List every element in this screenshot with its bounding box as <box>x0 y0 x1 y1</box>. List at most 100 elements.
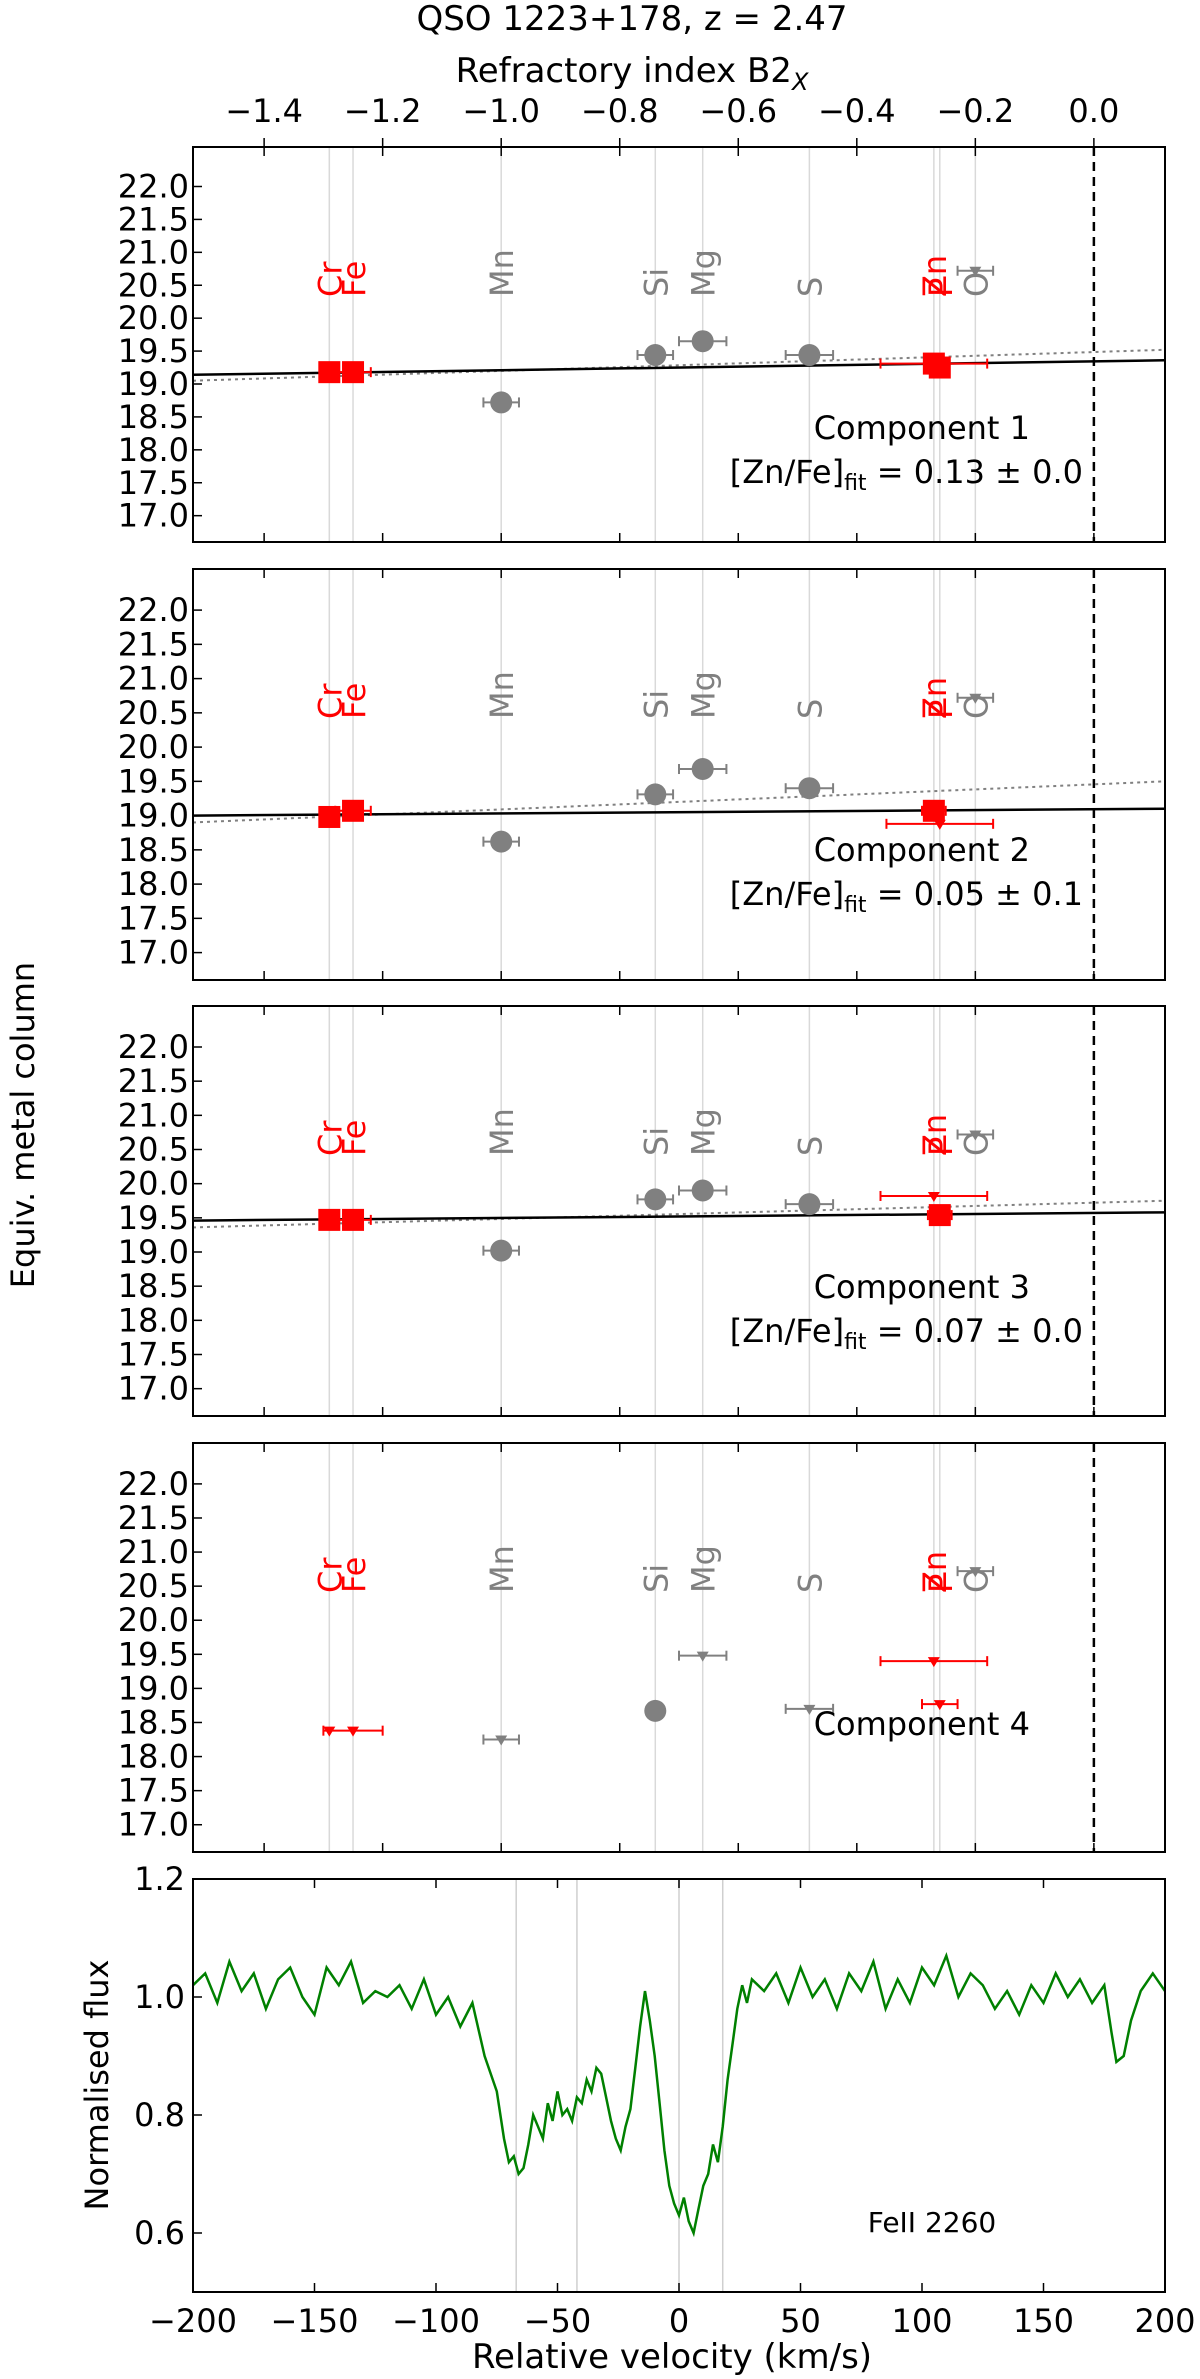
circle-marker <box>644 344 667 367</box>
square-marker <box>922 799 945 822</box>
y-tick-label: 20.5 <box>118 1567 189 1605</box>
circle-marker <box>644 1188 667 1211</box>
element-label-s: S <box>791 699 829 719</box>
upper-limit-marker <box>933 1700 946 1711</box>
x-tick-label: −100 <box>392 2302 480 2340</box>
element-label-s: S <box>791 277 829 297</box>
data-point-si <box>636 1188 675 1211</box>
circle-marker <box>490 391 513 414</box>
top-axis-label-sub: X <box>790 68 809 96</box>
y-tick-label: 19.0 <box>118 1233 189 1271</box>
y-tick-label: 20.5 <box>118 694 189 732</box>
element-label-cr: Cr <box>311 1120 349 1156</box>
y-tick-label: 18.5 <box>118 831 189 869</box>
y-tick-label: 18.5 <box>118 1267 189 1305</box>
y-tick-label: 17.5 <box>118 464 189 502</box>
fit-result-value: = 0.07 ± 0.0 <box>867 1312 1083 1350</box>
fit-result-label: [Zn/Fe] <box>730 875 844 913</box>
y-tick-label: 17.0 <box>118 934 189 972</box>
y-tick-label: 17.0 <box>118 497 189 535</box>
data-point-cr <box>318 1208 341 1231</box>
element-label-p: P <box>922 1574 960 1593</box>
x-tick-label: 150 <box>1013 2302 1074 2340</box>
y-tick-label: 17.0 <box>118 1370 189 1408</box>
y-tick-label: 20.0 <box>118 728 189 766</box>
data-point-si <box>636 783 675 806</box>
data-point-s <box>784 777 835 800</box>
element-label-o: O <box>957 272 995 297</box>
circle-marker <box>798 777 821 800</box>
y-tick-label: 21.0 <box>118 660 189 698</box>
element-label-fe: Fe <box>335 261 373 297</box>
data-point-s <box>784 1703 835 1715</box>
component-label: Component 2 <box>814 831 1030 869</box>
square-marker <box>928 1204 951 1227</box>
y-tick-label: 17.5 <box>118 1772 189 1810</box>
element-label-zn: Zn <box>916 255 954 297</box>
element-label-zn: Zn <box>916 1114 954 1156</box>
y-tick-label: 21.5 <box>118 1062 189 1100</box>
data-point-o <box>956 692 995 704</box>
fit-result-subscript: fit <box>844 893 867 918</box>
element-label-p: P <box>922 700 960 719</box>
x-axis-label: Relative velocity (km/s) <box>472 2337 872 2377</box>
data-point-p <box>928 356 951 379</box>
data-point-si <box>636 344 675 367</box>
component-label: Component 3 <box>814 1268 1030 1306</box>
fit-result-text: [Zn/Fe]fit = 0.13 ± 0.0 <box>730 453 1083 496</box>
x-tick-label: 200 <box>1134 2302 1195 2340</box>
data-point-p <box>921 1699 959 1711</box>
element-label-fe: Fe <box>335 683 373 719</box>
element-label-mg: Mg <box>685 671 723 719</box>
y-tick-label: 19.5 <box>118 762 189 800</box>
element-label-cr: Cr <box>311 1557 349 1593</box>
data-point-p <box>926 1204 953 1227</box>
element-label-zn: Zn <box>916 1551 954 1593</box>
top-axis-tick-label: −0.2 <box>936 92 1014 130</box>
element-label-si: Si <box>637 1564 675 1593</box>
fit-result-label: [Zn/Fe] <box>730 1312 844 1350</box>
upper-limit-marker <box>927 1657 940 1668</box>
top-axis-tick-label: −0.8 <box>581 92 659 130</box>
circle-marker <box>644 1699 667 1722</box>
upper-limit-marker <box>803 1704 816 1715</box>
x-tick-label: 0 <box>669 2302 689 2340</box>
data-point-fe <box>334 1208 372 1231</box>
fit-result-label: [Zn/Fe] <box>730 453 844 491</box>
y-tick-label: 21.5 <box>118 1499 189 1537</box>
data-point-zn <box>921 799 947 822</box>
square-marker <box>342 361 365 384</box>
shared-y-axis-label: Equiv. metal column <box>4 962 42 1288</box>
circle-marker <box>798 344 821 367</box>
square-marker <box>318 1208 341 1231</box>
upper-limit-marker <box>927 1191 940 1202</box>
y-tick-label: 19.0 <box>118 797 189 835</box>
element-label-mn: Mn <box>483 671 521 719</box>
data-point-mg <box>678 1179 728 1202</box>
x-tick-label: −150 <box>271 2302 359 2340</box>
square-marker <box>318 361 341 384</box>
fit-result-text: [Zn/Fe]fit = 0.05 ± 0.1 <box>730 875 1083 918</box>
flux-spectrum-line <box>192 1951 1167 2238</box>
x-tick-label: 100 <box>891 2302 952 2340</box>
data-point-p <box>885 818 995 830</box>
top-axis-tick-label: −1.2 <box>344 92 422 130</box>
circle-marker <box>798 1193 821 1216</box>
y-tick-label: 20.0 <box>118 1601 189 1639</box>
upper-limit-marker <box>495 1735 508 1746</box>
top-axis-tick-label: −0.4 <box>818 92 896 130</box>
y-tick-label: 22.0 <box>118 1465 189 1503</box>
element-label-mn: Mn <box>483 249 521 297</box>
transition-label: FeII 2260 <box>868 2206 996 2239</box>
panel-frame <box>192 1005 1166 1417</box>
y-tick-label: 1.2 <box>134 1860 185 1898</box>
y-tick-label: 20.5 <box>118 266 189 304</box>
y-tick-label: 19.0 <box>118 365 189 403</box>
upper-limit-marker <box>969 266 982 277</box>
circle-marker <box>691 758 714 781</box>
spectrum-y-axis-label: Normalised flux <box>78 1960 116 2211</box>
circle-marker <box>644 783 667 806</box>
upper-limit-marker <box>969 1130 982 1141</box>
